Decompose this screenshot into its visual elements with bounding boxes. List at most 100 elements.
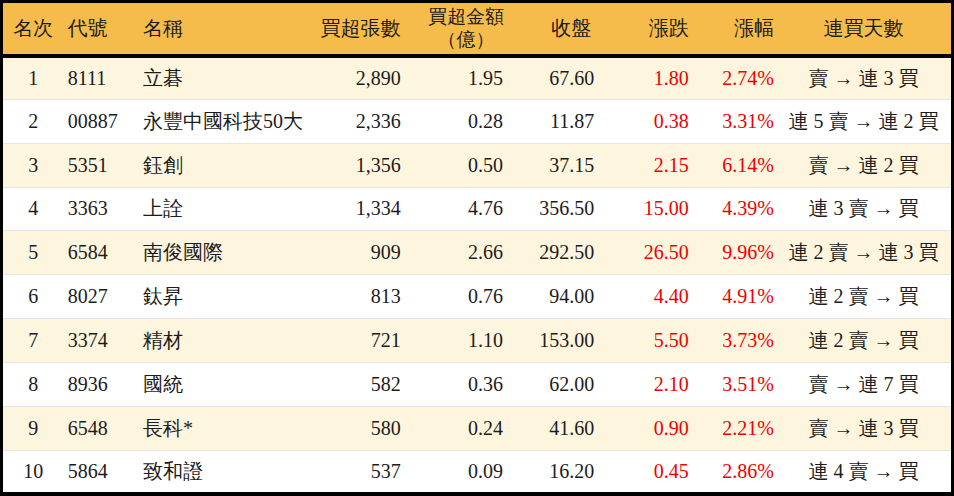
table-row: 10 5864 致和證 537 0.09 16.20 0.45 2.86% 連 … xyxy=(2,450,953,494)
stock-code: 6584 xyxy=(64,231,130,275)
buy-amount: 0.28 xyxy=(403,99,508,143)
buy-volume: 1,356 xyxy=(318,143,402,187)
rank-cell: 10 xyxy=(2,450,64,494)
price-change: 1.80 xyxy=(596,56,690,100)
price-change: 2.15 xyxy=(596,143,690,187)
buy-streak: 連 2 賣 → 連 3 買 xyxy=(776,231,953,275)
buy-streak: 賣 → 連 2 買 xyxy=(776,143,953,187)
price-change: 4.40 xyxy=(596,275,690,319)
stock-name: 永豐中國科技50大 xyxy=(130,99,319,143)
price-change: 0.38 xyxy=(596,99,690,143)
buy-amount: 0.76 xyxy=(403,275,508,319)
stock-name: 鈺創 xyxy=(130,143,319,187)
buy-volume: 1,334 xyxy=(318,187,402,231)
header-row: 名次 代號 名稱 買超張數 買超金額 （億） 收盤 漲跌 漲幅 連買天數 xyxy=(2,2,953,56)
change-percent: 2.86% xyxy=(691,450,776,494)
buy-streak: 連 4 賣 → 買 xyxy=(776,450,953,494)
buy-streak: 連 2 賣 → 買 xyxy=(776,319,953,363)
stock-name: 立碁 xyxy=(130,56,319,100)
rank-cell: 5 xyxy=(2,231,64,275)
buy-volume: 2,890 xyxy=(318,56,402,100)
stock-code: 8027 xyxy=(64,275,130,319)
column-header-code: 代號 xyxy=(64,2,130,56)
rank-cell: 8 xyxy=(2,362,64,406)
table-row: 4 3363 上詮 1,334 4.76 356.50 15.00 4.39% … xyxy=(2,187,953,231)
close-price: 37.15 xyxy=(508,143,596,187)
buy-volume: 721 xyxy=(318,319,402,363)
table-row: 3 5351 鈺創 1,356 0.50 37.15 2.15 6.14% 賣 … xyxy=(2,143,953,187)
stock-name: 長科* xyxy=(130,406,319,450)
amount-label-line1: 買超金額 xyxy=(428,6,504,27)
stock-code: 00887 xyxy=(64,99,130,143)
rank-cell: 6 xyxy=(2,275,64,319)
table-row: 6 8027 鈦昇 813 0.76 94.00 4.40 4.91% 連 2 … xyxy=(2,275,953,319)
close-price: 11.87 xyxy=(508,99,596,143)
column-header-change: 漲跌 xyxy=(596,2,690,56)
buy-amount: 0.24 xyxy=(403,406,508,450)
close-price: 94.00 xyxy=(508,275,596,319)
table-row: 1 8111 立碁 2,890 1.95 67.60 1.80 2.74% 賣 … xyxy=(2,56,953,100)
page: 名次 代號 名稱 買超張數 買超金額 （億） 收盤 漲跌 漲幅 連買天數 1 8… xyxy=(0,0,954,496)
buy-streak: 連 5 賣 → 連 2 買 xyxy=(776,99,953,143)
stock-code: 5864 xyxy=(64,450,130,494)
rank-cell: 1 xyxy=(2,56,64,100)
column-header-pct: 漲幅 xyxy=(691,2,776,56)
price-change: 5.50 xyxy=(596,319,690,363)
column-header-close: 收盤 xyxy=(508,2,596,56)
rank-cell: 4 xyxy=(2,187,64,231)
table-row: 5 6584 南俊國際 909 2.66 292.50 26.50 9.96% … xyxy=(2,231,953,275)
rank-cell: 7 xyxy=(2,319,64,363)
price-change: 0.45 xyxy=(596,450,690,494)
close-price: 41.60 xyxy=(508,406,596,450)
price-change: 0.90 xyxy=(596,406,690,450)
buy-amount: 2.66 xyxy=(403,231,508,275)
stock-code: 3374 xyxy=(64,319,130,363)
close-price: 292.50 xyxy=(508,231,596,275)
buy-volume: 909 xyxy=(318,231,402,275)
change-percent: 4.91% xyxy=(691,275,776,319)
column-header-volume: 買超張數 xyxy=(318,2,402,56)
buy-volume: 537 xyxy=(318,450,402,494)
buy-streak: 連 3 賣 → 買 xyxy=(776,187,953,231)
stock-name: 南俊國際 xyxy=(130,231,319,275)
buy-streak: 賣 → 連 3 買 xyxy=(776,406,953,450)
price-change: 26.50 xyxy=(596,231,690,275)
close-price: 67.60 xyxy=(508,56,596,100)
buy-amount: 1.95 xyxy=(403,56,508,100)
stock-code: 6548 xyxy=(64,406,130,450)
buy-volume: 580 xyxy=(318,406,402,450)
stock-name: 精材 xyxy=(130,319,319,363)
stock-name: 鈦昇 xyxy=(130,275,319,319)
column-header-streak: 連買天數 xyxy=(776,2,953,56)
stock-code: 8936 xyxy=(64,362,130,406)
stock-code: 5351 xyxy=(64,143,130,187)
table-row: 7 3374 精材 721 1.10 153.00 5.50 3.73% 連 2… xyxy=(2,319,953,363)
rank-cell: 9 xyxy=(2,406,64,450)
change-percent: 2.21% xyxy=(691,406,776,450)
stock-name: 致和證 xyxy=(130,450,319,494)
table-header: 名次 代號 名稱 買超張數 買超金額 （億） 收盤 漲跌 漲幅 連買天數 xyxy=(2,2,953,56)
buy-amount: 0.50 xyxy=(403,143,508,187)
stock-code: 8111 xyxy=(64,56,130,100)
close-price: 356.50 xyxy=(508,187,596,231)
stock-name: 上詮 xyxy=(130,187,319,231)
column-header-amount: 買超金額 （億） xyxy=(403,2,508,56)
change-percent: 6.14% xyxy=(691,143,776,187)
column-header-rank: 名次 xyxy=(2,2,64,56)
close-price: 62.00 xyxy=(508,362,596,406)
buy-volume: 813 xyxy=(318,275,402,319)
institutional-buy-over-table: 名次 代號 名稱 買超張數 買超金額 （億） 收盤 漲跌 漲幅 連買天數 1 8… xyxy=(0,0,954,496)
table-row: 2 00887 永豐中國科技50大 2,336 0.28 11.87 0.38 … xyxy=(2,99,953,143)
rank-cell: 3 xyxy=(2,143,64,187)
buy-amount: 0.09 xyxy=(403,450,508,494)
change-percent: 3.31% xyxy=(691,99,776,143)
buy-volume: 2,336 xyxy=(318,99,402,143)
close-price: 153.00 xyxy=(508,319,596,363)
column-header-amount-lines: 買超金額 （億） xyxy=(428,5,504,53)
buy-amount: 4.76 xyxy=(403,187,508,231)
change-percent: 3.73% xyxy=(691,319,776,363)
buy-volume: 582 xyxy=(318,362,402,406)
table-body: 1 8111 立碁 2,890 1.95 67.60 1.80 2.74% 賣 … xyxy=(2,56,953,495)
buy-streak: 賣 → 連 7 買 xyxy=(776,362,953,406)
change-percent: 2.74% xyxy=(691,56,776,100)
